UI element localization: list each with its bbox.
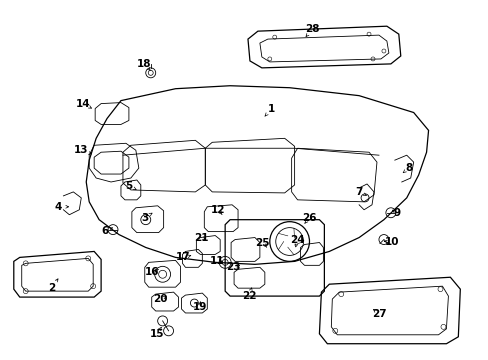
Text: 11: 11 — [209, 256, 224, 266]
Text: 2: 2 — [48, 283, 55, 293]
Text: 22: 22 — [241, 291, 256, 301]
Text: 10: 10 — [384, 237, 398, 247]
Text: 1: 1 — [267, 104, 275, 113]
Text: 13: 13 — [74, 145, 88, 155]
Text: 27: 27 — [371, 309, 386, 319]
Text: 14: 14 — [76, 99, 90, 109]
Text: 17: 17 — [176, 252, 190, 262]
Text: 25: 25 — [255, 238, 269, 248]
Text: 21: 21 — [194, 233, 208, 243]
Text: 12: 12 — [210, 205, 225, 215]
Text: 8: 8 — [404, 163, 411, 173]
Text: 23: 23 — [225, 262, 240, 272]
Text: 4: 4 — [55, 202, 62, 212]
Text: 28: 28 — [305, 24, 319, 34]
Text: 9: 9 — [392, 208, 400, 218]
Text: 19: 19 — [193, 302, 207, 312]
Text: 5: 5 — [125, 181, 132, 191]
Text: 16: 16 — [144, 267, 159, 277]
Text: 15: 15 — [149, 329, 163, 339]
Text: 18: 18 — [136, 59, 151, 69]
Text: 24: 24 — [290, 234, 305, 244]
Text: 20: 20 — [153, 294, 167, 304]
Text: 26: 26 — [302, 213, 316, 223]
Text: 6: 6 — [101, 226, 108, 235]
Text: 7: 7 — [355, 187, 362, 197]
Text: 3: 3 — [141, 213, 148, 223]
